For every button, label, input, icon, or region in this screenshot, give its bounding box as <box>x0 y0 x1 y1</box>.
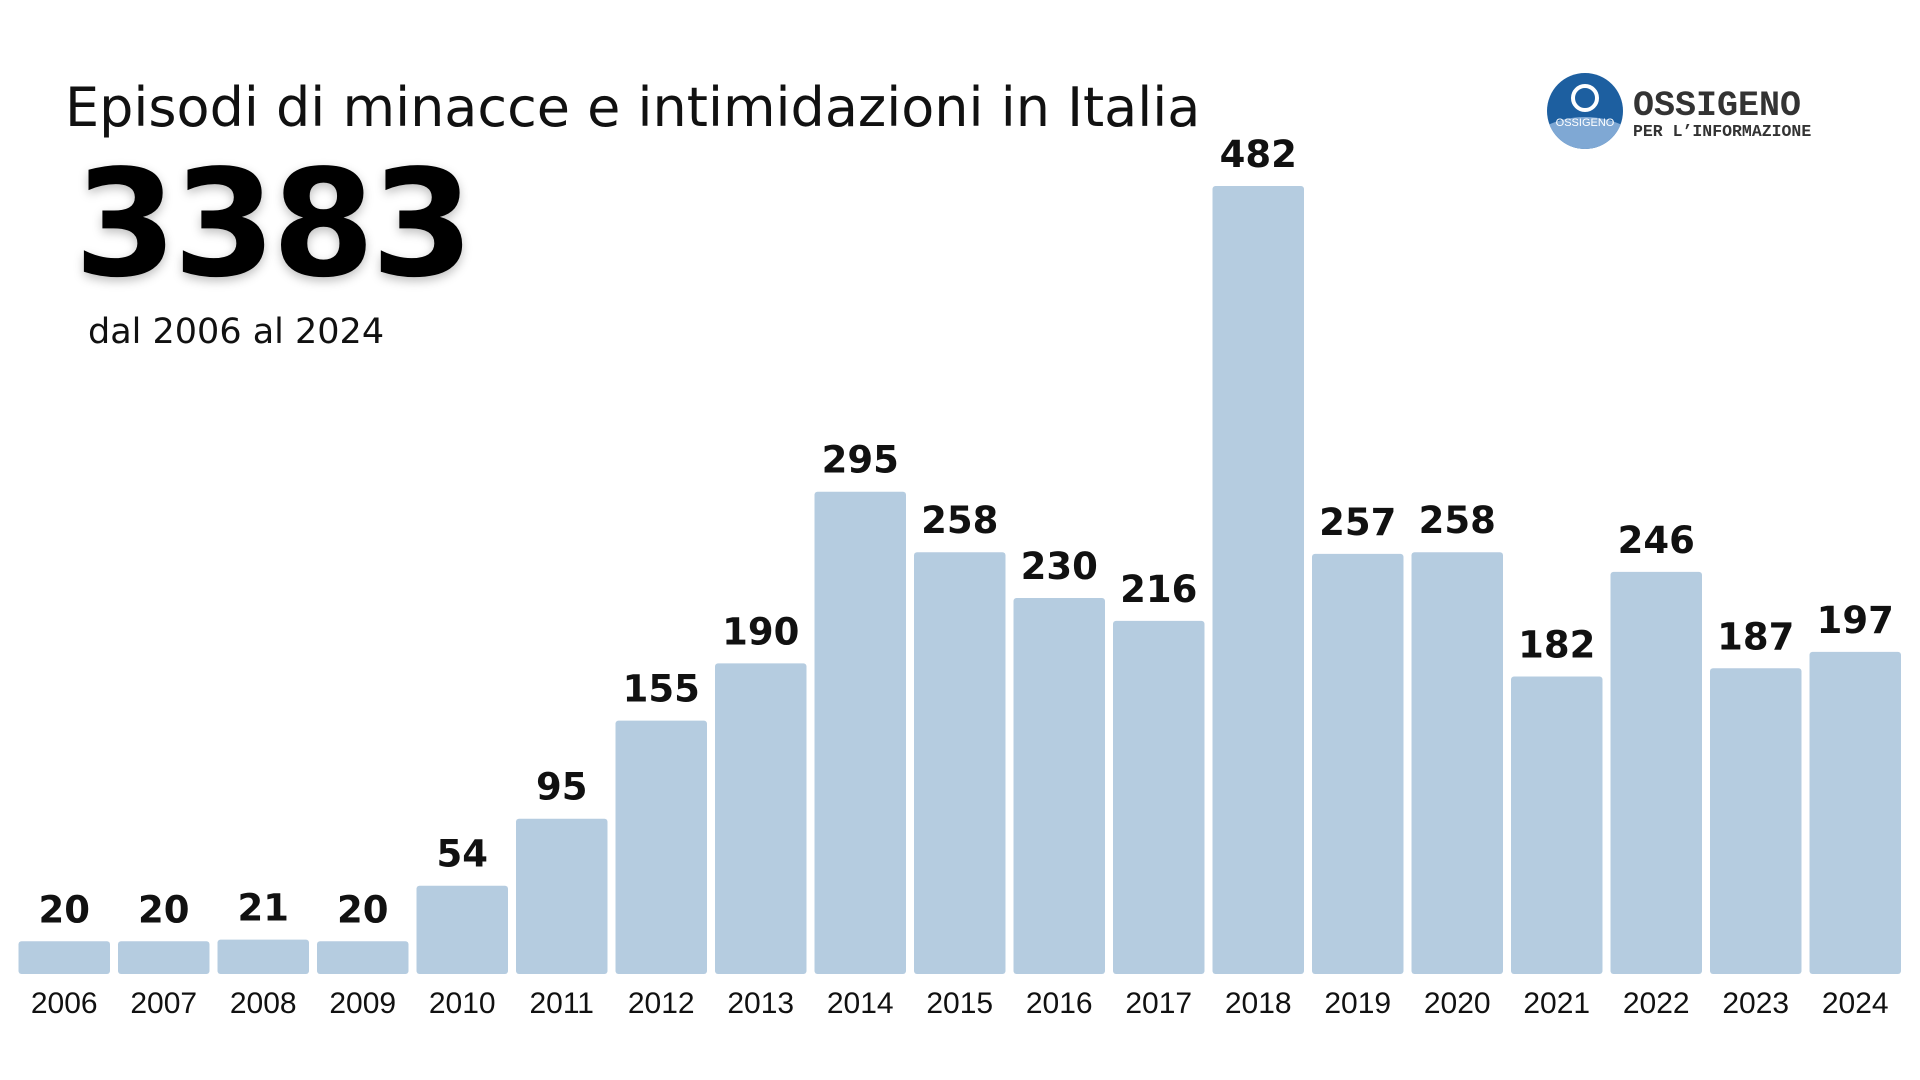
value-label-2019: 257 <box>1319 501 1396 544</box>
bar-2017 <box>1113 620 1205 974</box>
bar-2015 <box>914 552 1006 974</box>
bar-2014 <box>814 491 906 974</box>
bar-2013 <box>715 663 807 974</box>
bar-2020 <box>1411 552 1503 974</box>
x-tick-label-2023: 2023 <box>1722 987 1789 1020</box>
total-count: 3383 <box>74 138 474 310</box>
x-tick-label-2015: 2015 <box>926 987 993 1020</box>
ossigeno-logo: OSSIGENO OSSIGENO PER L’INFORMAZIONE <box>1547 73 1811 149</box>
x-tick-label-2008: 2008 <box>230 987 297 1020</box>
x-tick-label-2011: 2011 <box>529 987 594 1020</box>
bar-2019 <box>1312 553 1404 974</box>
bar-2010 <box>416 885 508 974</box>
logo-badge-text: OSSIGENO <box>1556 117 1615 129</box>
value-label-2016: 230 <box>1021 545 1098 588</box>
x-tick-label-2018: 2018 <box>1225 987 1292 1020</box>
bar-2008 <box>217 939 309 974</box>
bar-2023 <box>1710 668 1802 974</box>
logo-name: OSSIGENO <box>1633 86 1801 126</box>
x-tick-label-2014: 2014 <box>827 987 894 1020</box>
value-label-2006: 20 <box>39 888 91 931</box>
value-label-2007: 20 <box>138 888 190 931</box>
bar-2021 <box>1511 676 1603 974</box>
x-tick-label-2020: 2020 <box>1424 987 1491 1020</box>
x-tick-label-2013: 2013 <box>727 987 794 1020</box>
x-tick-label-2010: 2010 <box>429 987 496 1020</box>
x-tick-label-2024: 2024 <box>1822 987 1889 1020</box>
bar-2016 <box>1013 597 1105 974</box>
x-tick-label-2022: 2022 <box>1623 987 1690 1020</box>
x-tick-label-2021: 2021 <box>1523 987 1590 1020</box>
value-label-2018: 482 <box>1220 133 1297 176</box>
value-label-2015: 258 <box>921 499 998 542</box>
bar-2022 <box>1610 571 1702 974</box>
x-tick-label-2007: 2007 <box>130 987 197 1020</box>
x-tick-label-2016: 2016 <box>1026 987 1093 1020</box>
x-tick-label-2019: 2019 <box>1324 987 1391 1020</box>
x-tick-label-2012: 2012 <box>628 987 695 1020</box>
value-label-2009: 20 <box>337 888 389 931</box>
value-label-2011: 95 <box>536 766 588 809</box>
value-label-2014: 295 <box>822 439 899 482</box>
bar-2007 <box>118 941 210 974</box>
chart-title: Episodi di minacce e intimidazioni in It… <box>65 76 1201 139</box>
bar-2009 <box>317 941 409 974</box>
logo-tagline: PER L’INFORMAZIONE <box>1633 122 1811 141</box>
x-tick-label-2006: 2006 <box>31 987 98 1020</box>
value-label-2008: 21 <box>238 887 290 930</box>
value-label-2022: 246 <box>1618 519 1695 562</box>
value-label-2023: 187 <box>1717 615 1794 658</box>
bar-2018 <box>1212 186 1304 974</box>
chart-subtitle: dal 2006 al 2024 <box>88 312 385 352</box>
bar-2011 <box>516 818 608 974</box>
bar-2006 <box>18 941 110 974</box>
value-label-2013: 190 <box>722 610 799 653</box>
value-label-2012: 155 <box>623 668 700 711</box>
x-tick-label-2009: 2009 <box>329 987 396 1020</box>
bar-2012 <box>615 720 707 974</box>
value-label-2020: 258 <box>1419 499 1496 542</box>
bar-2024 <box>1809 651 1901 974</box>
value-label-2021: 182 <box>1518 623 1595 666</box>
value-label-2017: 216 <box>1120 568 1197 611</box>
value-label-2024: 197 <box>1817 599 1894 642</box>
x-tick-label-2017: 2017 <box>1125 987 1192 1020</box>
value-label-2010: 54 <box>437 833 489 876</box>
